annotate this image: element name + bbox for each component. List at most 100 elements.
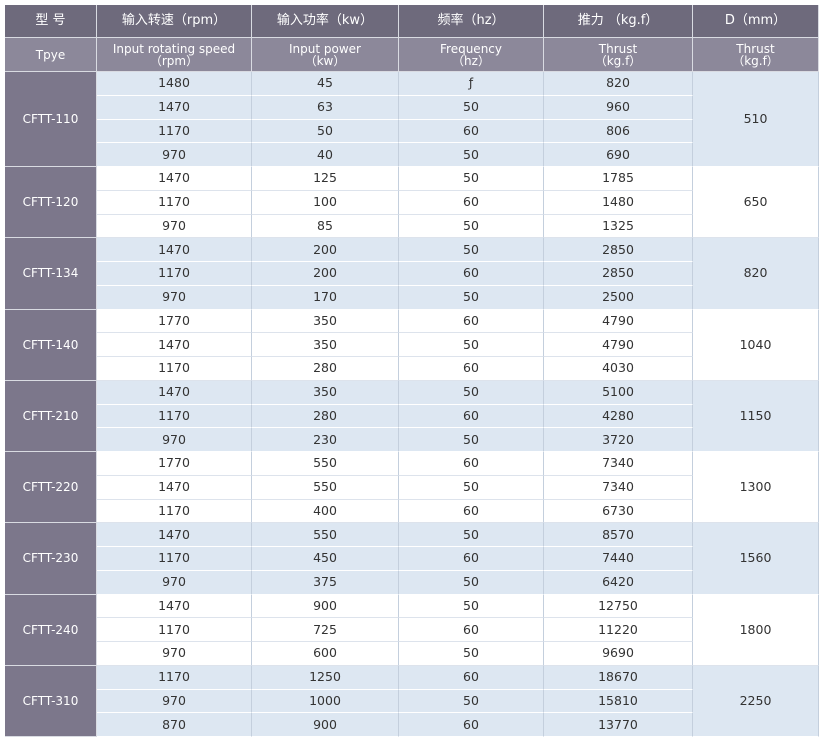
type-cell: CFTT-134 xyxy=(5,238,97,310)
data-cell: 690 xyxy=(544,143,693,167)
cell-text: 970 xyxy=(162,692,186,708)
data-cell: 350 xyxy=(252,309,399,334)
cell-text: 50 xyxy=(317,122,333,138)
cell-text: 280 xyxy=(313,360,337,376)
cell-text: 60 xyxy=(463,407,479,423)
data-cell: 550 xyxy=(252,523,399,547)
cell-text: 8570 xyxy=(602,526,634,542)
cell-text: 1560 xyxy=(739,550,772,566)
cell-text: 1470 xyxy=(158,336,190,352)
data-cell: 50 xyxy=(399,570,544,595)
data-cell: 60 xyxy=(399,262,544,286)
cell-text: 2250 xyxy=(739,692,772,708)
cell-text: 9690 xyxy=(602,645,634,661)
cell-text: 1470 xyxy=(158,384,190,400)
data-cell: 50 xyxy=(399,380,544,405)
subheader-cell: Thrust （kg.f） xyxy=(693,38,819,72)
data-cell: 1250 xyxy=(252,665,399,690)
data-cell: 5100 xyxy=(544,380,693,405)
cell-text: Input rotating speed xyxy=(112,41,236,56)
data-cell: 350 xyxy=(252,380,399,405)
data-cell: 1170 xyxy=(97,357,252,381)
cell-text: 1170 xyxy=(158,621,190,637)
data-cell: 970 xyxy=(97,214,252,239)
data-cell: 2850 xyxy=(544,262,693,286)
data-cell: 4790 xyxy=(544,333,693,357)
data-cell: 870 xyxy=(97,713,252,737)
cell-text: 1040 xyxy=(739,336,772,352)
data-cell: 1170 xyxy=(97,190,252,215)
cell-text: 125 xyxy=(313,170,337,186)
cell-text: 60 xyxy=(463,194,479,210)
type-cell: CFTT-230 xyxy=(5,523,97,595)
cell-text: 350 xyxy=(313,312,337,328)
cell-text: 1770 xyxy=(158,455,190,471)
data-cell: 6730 xyxy=(544,499,693,524)
cell-text: Frequency xyxy=(440,41,502,56)
data-cell: 900 xyxy=(252,713,399,737)
cell-text: 60 xyxy=(463,312,479,328)
type-cell: CFTT-120 xyxy=(5,167,97,239)
data-cell: 970 xyxy=(97,285,252,310)
data-cell: 50 xyxy=(399,642,544,666)
cell-text: 550 xyxy=(313,455,337,471)
data-cell: 7440 xyxy=(544,547,693,571)
cell-text: Thrust xyxy=(736,41,775,56)
data-cell: 1480 xyxy=(97,72,252,96)
cell-text: 1300 xyxy=(739,479,772,495)
cell-text: （rpm） xyxy=(149,53,199,68)
cell-text: 60 xyxy=(463,621,479,637)
cell-text: CFTT-110 xyxy=(22,112,79,126)
data-cell: 50 xyxy=(399,167,544,191)
data-cell: 200 xyxy=(252,238,399,262)
cell-text: 45 xyxy=(317,75,333,91)
cell-text: 350 xyxy=(313,384,337,400)
cell-text: Input power xyxy=(289,41,361,56)
data-cell: 970 xyxy=(97,642,252,666)
cell-text: 1470 xyxy=(158,479,190,495)
cell-text: 输入转速（rpm） xyxy=(121,13,227,28)
cell-text: 4030 xyxy=(602,360,634,376)
data-cell: 4030 xyxy=(544,357,693,381)
cell-text: 7340 xyxy=(602,479,634,495)
data-cell: 230 xyxy=(252,428,399,452)
d-cell: 1040 xyxy=(693,309,819,381)
cell-text: 1170 xyxy=(158,669,190,685)
cell-text: 推力 （kg.f） xyxy=(577,13,659,28)
data-cell: 1785 xyxy=(544,167,693,191)
header-cell: 频率（hz） xyxy=(399,5,544,38)
cell-text: 1170 xyxy=(158,265,190,281)
cell-text: 375 xyxy=(313,574,337,590)
cell-text: 63 xyxy=(317,99,333,115)
data-cell: 60 xyxy=(399,119,544,144)
cell-text: 2850 xyxy=(602,265,634,281)
data-cell: 970 xyxy=(97,689,252,714)
cell-text: CFTT-220 xyxy=(22,480,79,495)
data-cell: ƒ xyxy=(399,72,544,96)
data-cell: 200 xyxy=(252,262,399,286)
cell-text: 50 xyxy=(463,289,479,305)
data-cell: 1470 xyxy=(97,167,252,191)
data-cell: 1170 xyxy=(97,665,252,690)
cell-text: （kw） xyxy=(304,53,346,68)
type-cell: CFTT-240 xyxy=(5,594,97,666)
cell-text: 1785 xyxy=(602,170,634,186)
cell-text: D（mm） xyxy=(724,13,787,28)
data-cell: 375 xyxy=(252,570,399,595)
data-cell: 3720 xyxy=(544,428,693,452)
cell-text: 60 xyxy=(463,502,479,518)
data-cell: 50 xyxy=(252,119,399,144)
cell-text: 60 xyxy=(463,122,479,138)
data-cell: 820 xyxy=(544,72,693,96)
cell-text: 13770 xyxy=(598,716,638,732)
subheader-cell: Thrust （kg.f） xyxy=(544,38,693,72)
cell-text: 6420 xyxy=(602,574,634,590)
data-cell: 1170 xyxy=(97,119,252,144)
cell-text: 230 xyxy=(313,431,337,447)
data-cell: 350 xyxy=(252,333,399,357)
subheader-cell: Tpye xyxy=(5,38,97,72)
cell-text: 50 xyxy=(463,217,479,233)
cell-text: 3720 xyxy=(602,431,634,447)
cell-text: 4790 xyxy=(602,336,634,352)
data-cell: 50 xyxy=(399,475,544,500)
